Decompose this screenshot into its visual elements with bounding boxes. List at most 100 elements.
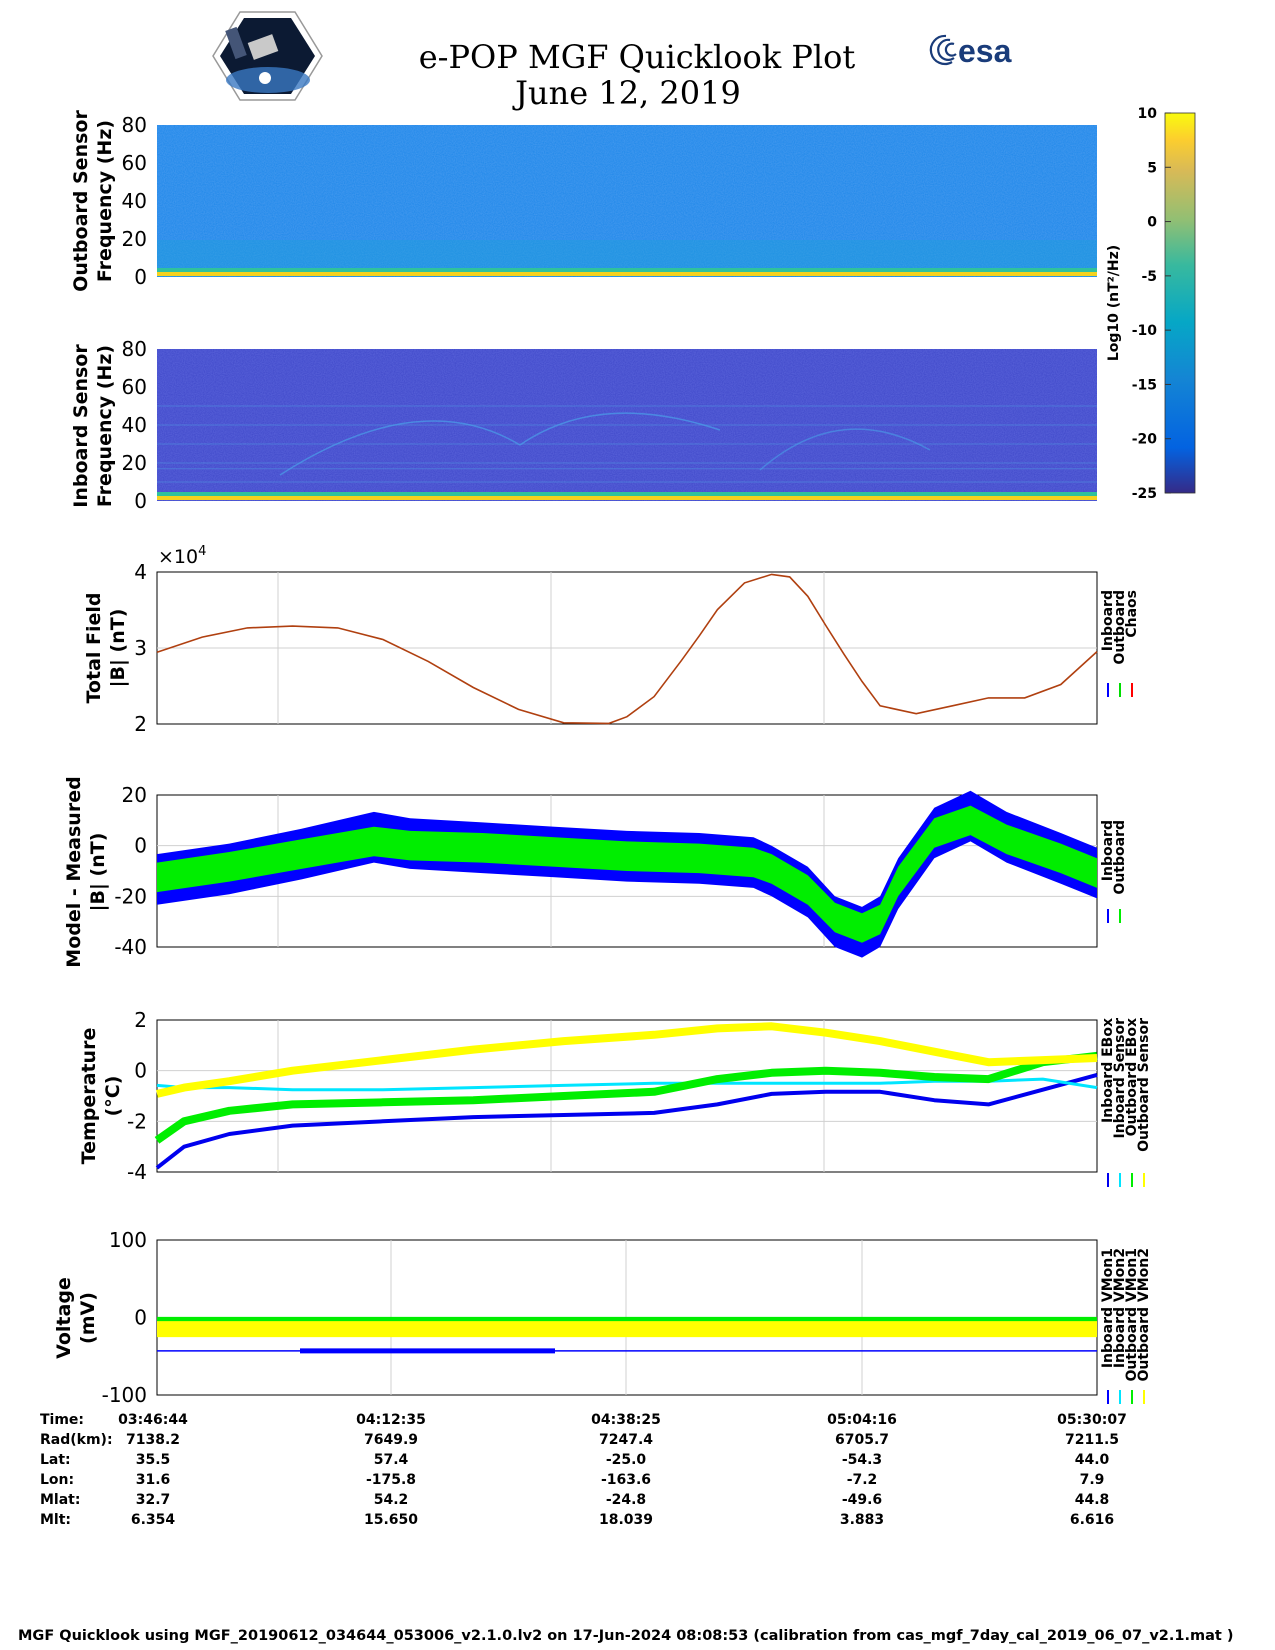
temperature-legend-label: Outboard EBox (1124, 1018, 1140, 1136)
esa-logo: esa (929, 33, 1012, 69)
table-cell: 57.4 (374, 1452, 409, 1468)
inboard-ytick: 40 (122, 413, 147, 437)
table-cell: 6.616 (1070, 1512, 1114, 1528)
residual-panel: 20 0 -20 -40 Model - Measured |B| (nT) Inbo… (63, 776, 1128, 967)
table-cell: -54.3 (842, 1452, 882, 1468)
colorbar-gradient (1164, 112, 1196, 494)
colorbar-tick-label: 10 (1138, 106, 1158, 122)
table-cell: 7138.2 (126, 1432, 180, 1448)
table-cell: 7211.5 (1065, 1432, 1119, 1448)
cassiope-mission-logo (212, 11, 323, 101)
colorbar-tick-label: -25 (1132, 486, 1157, 502)
outboard-ytick: 40 (122, 189, 147, 213)
table-cell: 6705.7 (835, 1432, 889, 1448)
inboard-arc-2 (519, 412, 721, 446)
temperature-ylabel-line2: (°C) (102, 1076, 124, 1117)
totalfield-legend-label: Outboard (1112, 590, 1128, 665)
inboard-ytick: 80 (122, 337, 147, 361)
voltage-legend-label: Inboard VMon2 (1112, 1248, 1128, 1368)
outboard-band-yellow (157, 272, 1097, 276)
footer-text: MGF Quicklook using MGF_20190612_034644_… (18, 1628, 1234, 1644)
table-row-label: Lon: (40, 1472, 74, 1488)
table-cell: 18.039 (599, 1512, 653, 1528)
total-field-line (156, 573, 1098, 725)
outboard-spectrogram-panel: 80 60 40 20 0 Outboard Sensor Frequency (Hz) (70, 110, 1097, 292)
outboard-band-green (157, 268, 1097, 274)
table-cell: 54.2 (374, 1492, 409, 1508)
plot-subtitle: June 12, 2019 (512, 74, 741, 112)
table-cell: 35.5 (136, 1452, 171, 1468)
inboard-band-green (157, 492, 1097, 498)
residual-ytick: 0 (134, 834, 147, 858)
voltage-ytick: 0 (134, 1306, 147, 1330)
residual-ytick: 20 (122, 783, 147, 807)
total-field-y-ticks: 4 3 2 (134, 560, 147, 736)
outboard-ytick: 0 (134, 265, 147, 289)
outboard-spectrogram-noise (157, 125, 1097, 277)
colorbar-tick-label: -5 (1141, 269, 1157, 285)
table-cell: -7.2 (847, 1472, 878, 1488)
colorbar-label: Log10 (nT²/Hz) (1106, 245, 1122, 361)
residual-ytick: -20 (114, 884, 147, 908)
table-row-label: Mlat: (40, 1492, 80, 1508)
table-cell: 44.8 (1075, 1492, 1110, 1508)
temperature-legend-label: Inboard EBox (1100, 1018, 1116, 1123)
totalfield-ytick: 2 (134, 712, 147, 736)
voltage-ytick: 100 (109, 1228, 147, 1252)
temperature-y-ticks: 2 0 -2 -4 (127, 1008, 147, 1184)
table-row-label: Lat: (40, 1452, 71, 1468)
table-cell: -25.0 (606, 1452, 647, 1468)
voltage-ylabel-line1: Voltage (53, 1277, 75, 1359)
table-cell: 32.7 (136, 1492, 171, 1508)
residual-bands (157, 790, 1097, 958)
inboard-ytick: 20 (122, 451, 147, 475)
temperature-series-outboard-ebox (154, 1051, 1098, 1144)
total-field-panel: 4 3 2 ×104 Total Field |B| (nT) InboardOut… (83, 544, 1140, 736)
table-cell: 03:46:44 (118, 1412, 188, 1428)
temperature-ylabel-line1: Temperature (78, 1028, 100, 1165)
totalfield-legend-label: Inboard (1100, 590, 1116, 651)
residual-ylabel-line2: |B| (nT) (87, 833, 109, 912)
inboard-ytick: 0 (134, 489, 147, 513)
temperature-legend-label: Inboard Sensor (1112, 1018, 1128, 1139)
table-cell: 3.883 (840, 1512, 884, 1528)
temperature-panel: 2 0 -2 -4 Temperature (°C) Inboard EBoxInbo… (78, 1008, 1152, 1187)
colorbar-tick-label: 0 (1147, 215, 1157, 231)
inboard-ylabel-line1: Inboard Sensor (70, 344, 92, 508)
inboard-band-yellow (157, 496, 1097, 500)
residual-ylabel-line1: Model - Measured (63, 776, 85, 967)
outboard-ytick: 60 (122, 151, 147, 175)
esa-logo-text: esa (958, 33, 1012, 69)
outboard-ylabel-line1: Outboard Sensor (70, 110, 92, 292)
temperature-legend-label: Outboard Sensor (1136, 1018, 1152, 1152)
colorbar-ticks: 10 5 0 -5 -10 -15 -20 -25 (1132, 106, 1171, 502)
voltage-legend-label: Outboard VMon2 (1136, 1248, 1152, 1382)
outboard-ytick: 80 (122, 113, 147, 137)
table-cell: 04:12:35 (356, 1412, 426, 1428)
residual-legend-label: Inboard (1100, 820, 1116, 881)
table-cell: 15.650 (364, 1512, 418, 1528)
colorbar-tick-label: 5 (1147, 160, 1157, 176)
outboard-y-ticks: 80 60 40 20 0 (122, 113, 147, 289)
voltage-ylabel-line2: (mV) (77, 1292, 99, 1344)
table-cell: 05:30:07 (1057, 1412, 1127, 1428)
plot-title: e-POP MGF Quicklook Plot (419, 38, 856, 76)
table-row-label: Time: (40, 1412, 84, 1428)
voltage-y-ticks: 100 0 -100 (102, 1228, 147, 1407)
inboard-arc-3 (759, 428, 931, 471)
residual-y-ticks: 20 0 -20 -40 (114, 783, 147, 959)
orbit-info-table: Time: 03:46:44 04:12:35 04:38:25 05:04:16 05:… (40, 1412, 1127, 1528)
table-cell: 6.354 (131, 1512, 176, 1528)
temperature-series-inboard-ebox (155, 1072, 1098, 1170)
voltage-legend-label: Inboard VMon1 (1100, 1248, 1116, 1368)
table-cell: 7649.9 (364, 1432, 418, 1448)
table-cell: 05:04:16 (827, 1412, 897, 1428)
inboard-ylabel-line2: Frequency (Hz) (94, 345, 116, 507)
temperature-ytick: -2 (127, 1109, 147, 1133)
totalfield-ytick: 3 (134, 636, 147, 660)
